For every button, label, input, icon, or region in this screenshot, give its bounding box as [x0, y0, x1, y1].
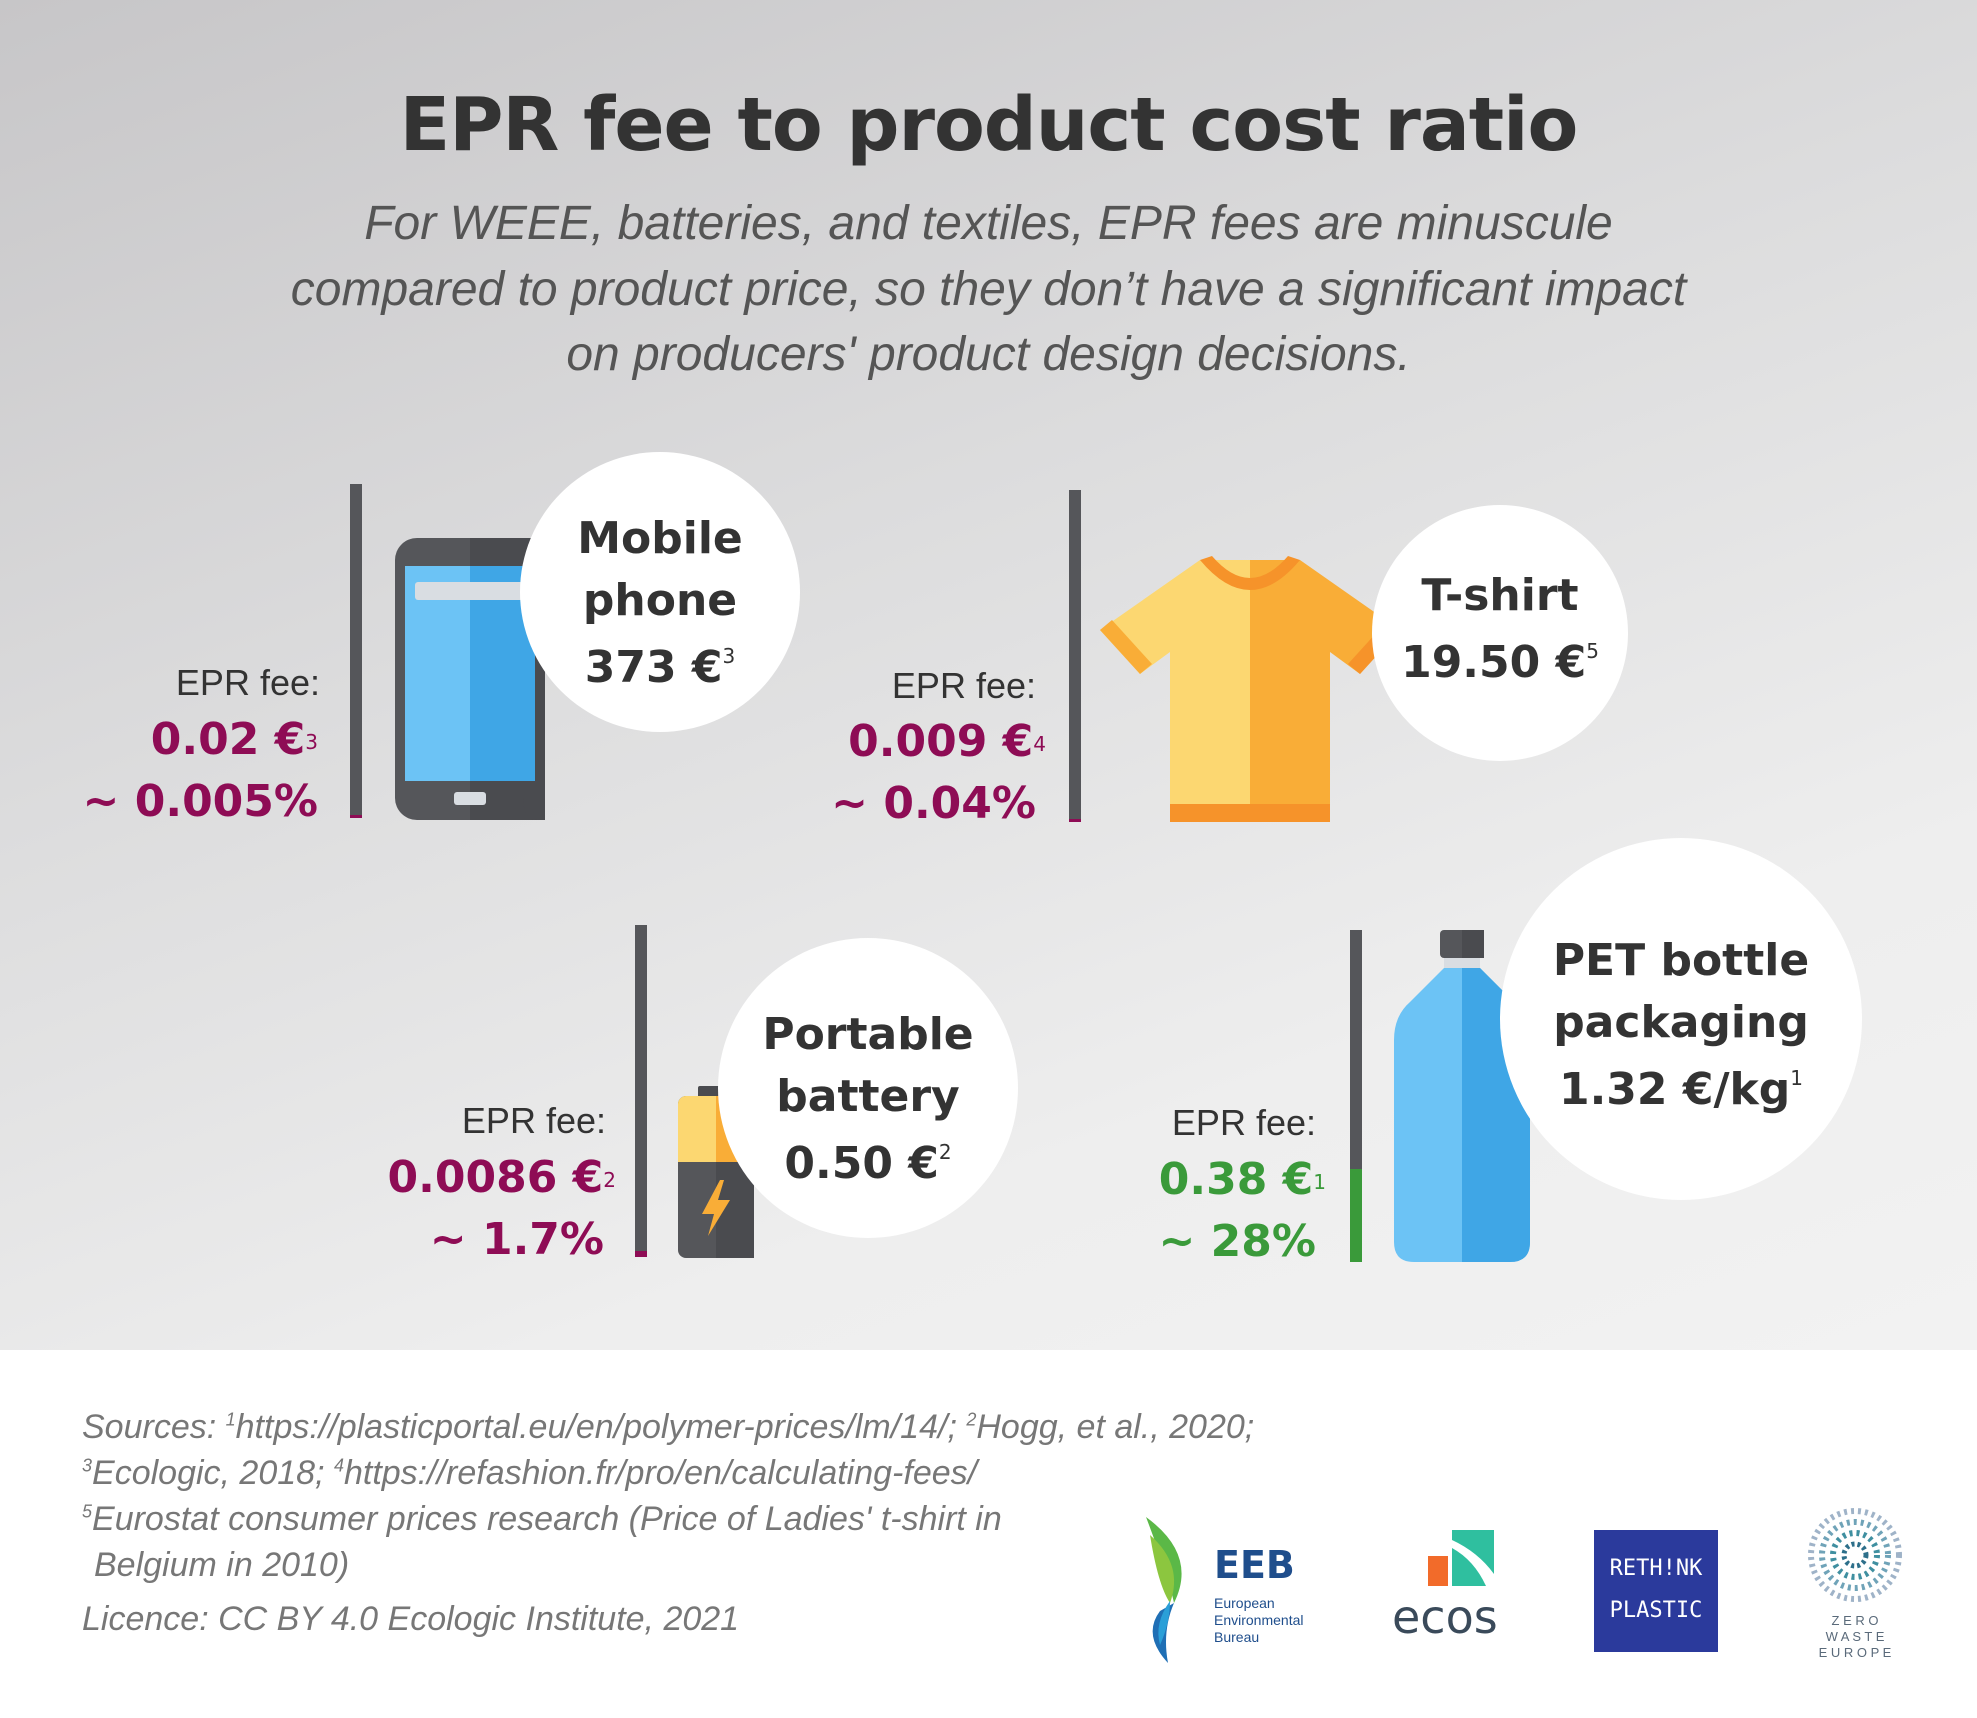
tshirt-fee-block: EPR fee: [790, 665, 1036, 707]
subtitle-line-2: compared to product price, so they don’t… [290, 263, 1687, 316]
ratio-fill [1350, 1169, 1362, 1262]
rethink-plastic-logo: RETH!NK PLASTIC [1594, 1530, 1718, 1652]
zwe-line-1: Z E R O [1831, 1613, 1879, 1628]
price-ref: 5 [1586, 639, 1599, 663]
price-value: 1.32 €/kg [1558, 1064, 1791, 1115]
eeb-name: European Environmental Bureau [1214, 1595, 1304, 1646]
t-shirt-icon [1100, 556, 1400, 822]
price-value: 0.50 € [784, 1138, 939, 1189]
ratio-fill [350, 815, 362, 818]
epr-label: EPR fee: [461, 1100, 606, 1141]
tshirt-fee-value: 0.009 €4 [770, 712, 1046, 772]
source-4: https://refashion.fr/pro/en/calculating-… [343, 1454, 978, 1492]
ref-1: 1 [225, 1409, 236, 1430]
product-name-line-1: T-shirt [1421, 570, 1579, 621]
ratio-fill [1069, 819, 1081, 822]
eeb-short: EEB [1214, 1543, 1295, 1587]
sources-line-3: 5Eurostat consumer prices research (Pric… [82, 1500, 1002, 1539]
epr-label: EPR fee: [1171, 1102, 1316, 1143]
sources-prefix: Sources: [82, 1408, 226, 1446]
rethink-line-1: RETH!NK [1609, 1556, 1703, 1581]
price-value: 373 € [584, 642, 723, 693]
product-name-line-2: phone [582, 575, 738, 626]
mobile-ratio-bar [350, 484, 362, 818]
eeb-logo: EEB European Environmental Bureau [1140, 1515, 1340, 1665]
source-1: https://plasticportal.eu/en/polymer-pric… [235, 1408, 967, 1446]
ref-3: 3 [82, 1455, 93, 1476]
product-name-line-1: PET bottle [1552, 935, 1810, 986]
product-name-line-2: packaging [1553, 997, 1809, 1048]
battery-ratio: ~ 1.7% [429, 1214, 604, 1265]
licence: Licence: CC BY 4.0 Ecologic Institute, 2… [82, 1600, 740, 1638]
mobile-fee-value: 0.02 €3 [60, 710, 318, 770]
sources-line-2: 3Ecologic, 2018; 4https://refashion.fr/p… [82, 1454, 977, 1493]
zwe-wordmark: Z E R O W A S T E E U R O P E [1790, 1613, 1920, 1661]
ecos-logo: ecos [1392, 1530, 1522, 1650]
fee-ref: 3 [305, 730, 318, 754]
tshirt-ratio-bar [1069, 490, 1081, 822]
product-price: 0.50 €2 [718, 1138, 1018, 1189]
zero-waste-europe-logo: Z E R O W A S T E E U R O P E [1790, 1505, 1920, 1665]
product-price: 1.32 €/kg1 [1500, 1064, 1862, 1115]
epr-label: EPR fee: [175, 662, 320, 703]
product-price: 373 €3 [520, 642, 800, 693]
fee-ref: 4 [1033, 732, 1046, 756]
subtitle-line-1: For WEEE, batteries, and textiles, EPR f… [364, 197, 1613, 250]
battery-fee-value: 0.0086 €2 [350, 1148, 616, 1208]
price-ref: 1 [1790, 1066, 1804, 1090]
eeb-leaf-icon [1146, 1517, 1182, 1663]
tshirt-ratio: ~ 0.04% [831, 778, 1036, 829]
ref-2: 2 [966, 1409, 977, 1430]
source-3: Ecologic, 2018; [92, 1454, 334, 1492]
eeb-line-3: Bureau [1214, 1629, 1260, 1645]
price-value: 19.50 € [1401, 637, 1587, 688]
tshirt-info-circle: T-shirt 19.50 €5 [1372, 505, 1628, 761]
ratio-fill [635, 1251, 647, 1257]
epr-label: EPR fee: [891, 665, 1036, 706]
fee-ref: 2 [603, 1168, 616, 1192]
bottle-info-circle: PET bottle packaging 1.32 €/kg1 [1500, 838, 1862, 1200]
price-ref: 2 [938, 1140, 952, 1164]
bottle-fee-block: EPR fee: [1140, 1102, 1316, 1144]
rethink-line-2: PLASTIC [1609, 1598, 1703, 1623]
ref-4: 4 [333, 1455, 344, 1476]
eeb-line-2: Environmental [1214, 1612, 1304, 1628]
fee-amount: 0.009 € [848, 716, 1034, 767]
source-5: Eurostat consumer prices research (Price… [92, 1500, 1002, 1538]
bottle-fee-value: 0.38 €1 [1110, 1150, 1326, 1210]
source-2: Hogg, et al., 2020; [976, 1408, 1255, 1446]
mobile-ratio: ~ 0.005% [82, 776, 318, 827]
mobile-fee-block: EPR fee: [80, 662, 320, 704]
fee-amount: 0.02 € [150, 714, 306, 765]
mobile-info-circle: Mobile phone 373 €3 [520, 452, 800, 732]
eeb-line-1: European [1214, 1595, 1275, 1611]
battery-ratio-bar [635, 925, 647, 1257]
mobile-phone-icon [395, 538, 545, 820]
sources-line-1: Sources: 1https://plasticportal.eu/en/po… [82, 1408, 1254, 1447]
fee-amount: 0.38 € [1158, 1154, 1314, 1205]
ecos-mark-icon [1428, 1530, 1494, 1586]
price-ref: 3 [722, 644, 736, 668]
bottle-ratio: ~ 28% [1158, 1216, 1316, 1267]
zwe-line-3: E U R O P E [1818, 1645, 1892, 1660]
page-title: EPR fee to product cost ratio [399, 82, 1579, 168]
battery-fee-block: EPR fee: [380, 1100, 606, 1142]
ref-5: 5 [82, 1501, 93, 1522]
product-price: 19.50 €5 [1372, 637, 1628, 688]
product-name-line-1: Mobile [577, 513, 743, 564]
product-name-line-2: battery [776, 1071, 960, 1122]
bottle-ratio-bar [1350, 930, 1362, 1262]
subtitle-line-3: on producers' product design decisions. [566, 328, 1411, 381]
ecos-wordmark: ecos [1392, 1590, 1498, 1644]
sources-line-4: Belgium in 2010) [94, 1546, 350, 1584]
fee-amount: 0.0086 € [387, 1152, 604, 1203]
zwe-dots-icon [1808, 1508, 1902, 1602]
product-name-line-1: Portable [762, 1009, 974, 1060]
zwe-line-2: W A S T E [1825, 1629, 1885, 1644]
fee-ref: 1 [1313, 1170, 1326, 1194]
battery-info-circle: Portable battery 0.50 €2 [718, 938, 1018, 1238]
